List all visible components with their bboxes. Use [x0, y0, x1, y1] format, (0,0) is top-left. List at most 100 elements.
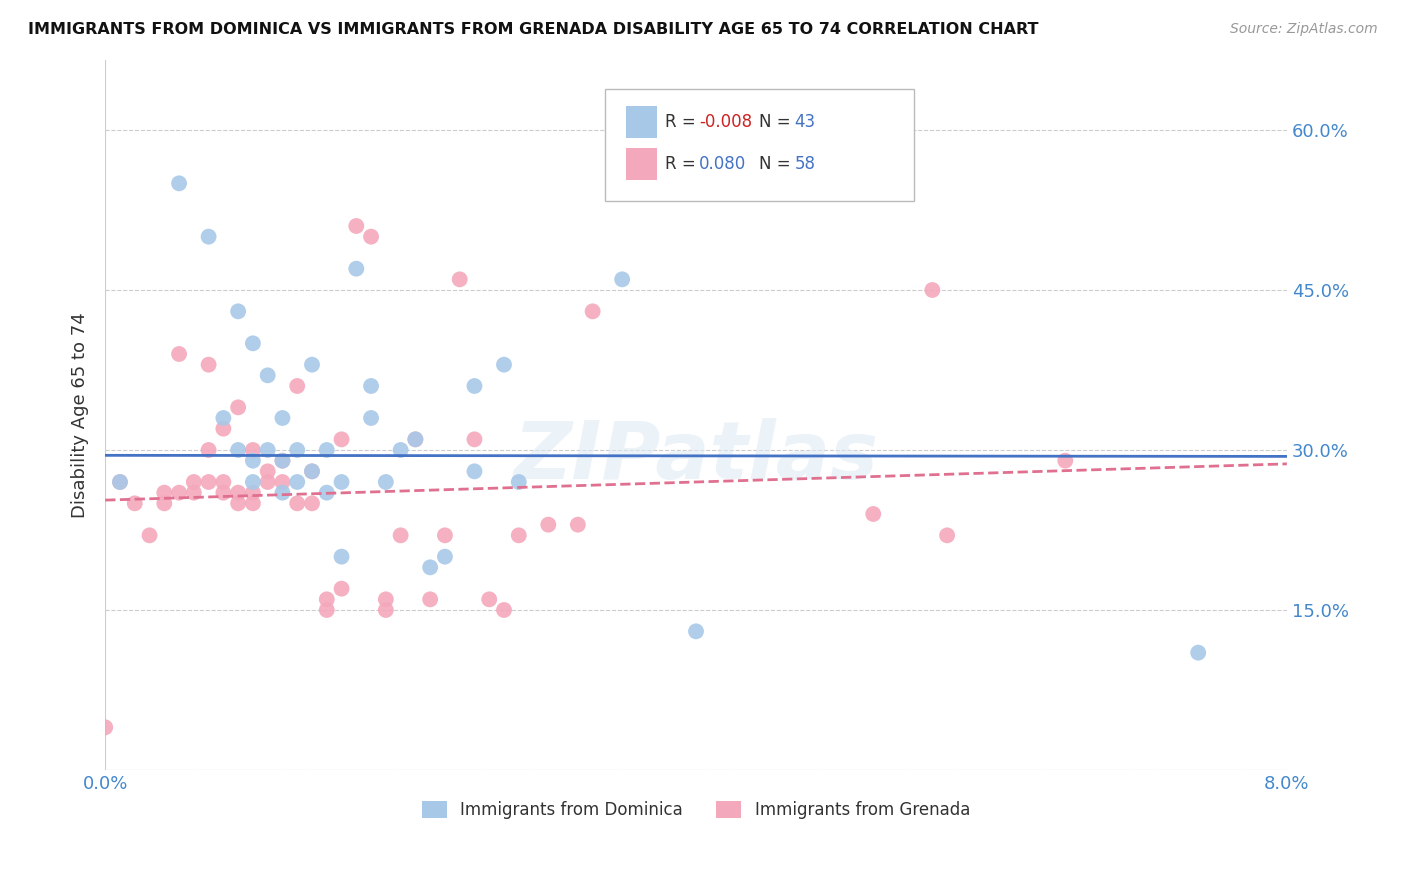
- Point: [242, 496, 264, 510]
- Point: [315, 485, 337, 500]
- Point: [271, 485, 294, 500]
- Point: [271, 411, 294, 425]
- Point: [315, 592, 337, 607]
- Point: [936, 528, 959, 542]
- Point: [862, 507, 884, 521]
- Point: [301, 358, 323, 372]
- Point: [183, 475, 205, 489]
- Point: [256, 442, 278, 457]
- Point: [463, 433, 485, 447]
- Point: [197, 358, 219, 372]
- Text: IMMIGRANTS FROM DOMINICA VS IMMIGRANTS FROM GRENADA DISABILITY AGE 65 TO 74 CORR: IMMIGRANTS FROM DOMINICA VS IMMIGRANTS F…: [28, 22, 1039, 37]
- Point: [256, 368, 278, 383]
- Point: [492, 358, 515, 372]
- Point: [344, 261, 367, 276]
- Point: [285, 442, 308, 457]
- Point: [197, 229, 219, 244]
- Point: [197, 475, 219, 489]
- Point: [374, 603, 396, 617]
- Point: [242, 453, 264, 467]
- Point: [685, 624, 707, 639]
- Point: [212, 411, 235, 425]
- Point: [612, 272, 634, 286]
- Point: [285, 496, 308, 510]
- Point: [242, 442, 264, 457]
- Point: [256, 475, 278, 489]
- Point: [301, 464, 323, 478]
- Point: [167, 485, 190, 500]
- Point: [1187, 646, 1209, 660]
- Point: [344, 219, 367, 233]
- Point: [226, 496, 249, 510]
- Text: ZIPatlas: ZIPatlas: [513, 418, 879, 497]
- Point: [478, 592, 501, 607]
- Point: [492, 603, 515, 617]
- Point: [285, 475, 308, 489]
- Text: Source: ZipAtlas.com: Source: ZipAtlas.com: [1230, 22, 1378, 37]
- Point: [226, 401, 249, 415]
- Point: [242, 475, 264, 489]
- Point: [108, 475, 131, 489]
- Point: [330, 475, 353, 489]
- Point: [1054, 453, 1077, 467]
- Point: [463, 464, 485, 478]
- Point: [167, 347, 190, 361]
- Point: [242, 485, 264, 500]
- Point: [226, 304, 249, 318]
- Point: [360, 411, 382, 425]
- Point: [153, 485, 176, 500]
- Point: [315, 603, 337, 617]
- Point: [360, 379, 382, 393]
- Point: [183, 485, 205, 500]
- Point: [374, 592, 396, 607]
- Point: [124, 496, 146, 510]
- Point: [242, 336, 264, 351]
- Point: [256, 464, 278, 478]
- Point: [449, 272, 471, 286]
- Point: [271, 453, 294, 467]
- Point: [212, 485, 235, 500]
- Text: N =: N =: [759, 113, 796, 131]
- Point: [108, 475, 131, 489]
- Point: [330, 433, 353, 447]
- Point: [582, 304, 605, 318]
- Point: [153, 496, 176, 510]
- Point: [567, 517, 589, 532]
- Text: R =: R =: [665, 155, 706, 173]
- Legend: Immigrants from Dominica, Immigrants from Grenada: Immigrants from Dominica, Immigrants fro…: [415, 794, 977, 826]
- Point: [226, 442, 249, 457]
- Point: [404, 433, 426, 447]
- Point: [226, 485, 249, 500]
- Point: [360, 229, 382, 244]
- Point: [197, 442, 219, 457]
- Point: [537, 517, 560, 532]
- Point: [330, 582, 353, 596]
- Text: -0.008: -0.008: [699, 113, 752, 131]
- Point: [433, 528, 456, 542]
- Point: [285, 379, 308, 393]
- Point: [167, 177, 190, 191]
- Point: [921, 283, 943, 297]
- Text: R =: R =: [665, 113, 702, 131]
- Text: 43: 43: [794, 113, 815, 131]
- Point: [301, 496, 323, 510]
- Point: [271, 475, 294, 489]
- Point: [271, 453, 294, 467]
- Text: N =: N =: [759, 155, 796, 173]
- Point: [433, 549, 456, 564]
- Point: [212, 475, 235, 489]
- Text: 58: 58: [794, 155, 815, 173]
- Point: [301, 464, 323, 478]
- Point: [419, 560, 441, 574]
- Point: [389, 528, 412, 542]
- Point: [94, 720, 117, 734]
- Point: [463, 379, 485, 393]
- Point: [374, 475, 396, 489]
- Text: 0.080: 0.080: [699, 155, 747, 173]
- Point: [315, 442, 337, 457]
- Point: [330, 549, 353, 564]
- Point: [138, 528, 160, 542]
- Point: [508, 475, 530, 489]
- Y-axis label: Disability Age 65 to 74: Disability Age 65 to 74: [72, 312, 89, 517]
- Point: [419, 592, 441, 607]
